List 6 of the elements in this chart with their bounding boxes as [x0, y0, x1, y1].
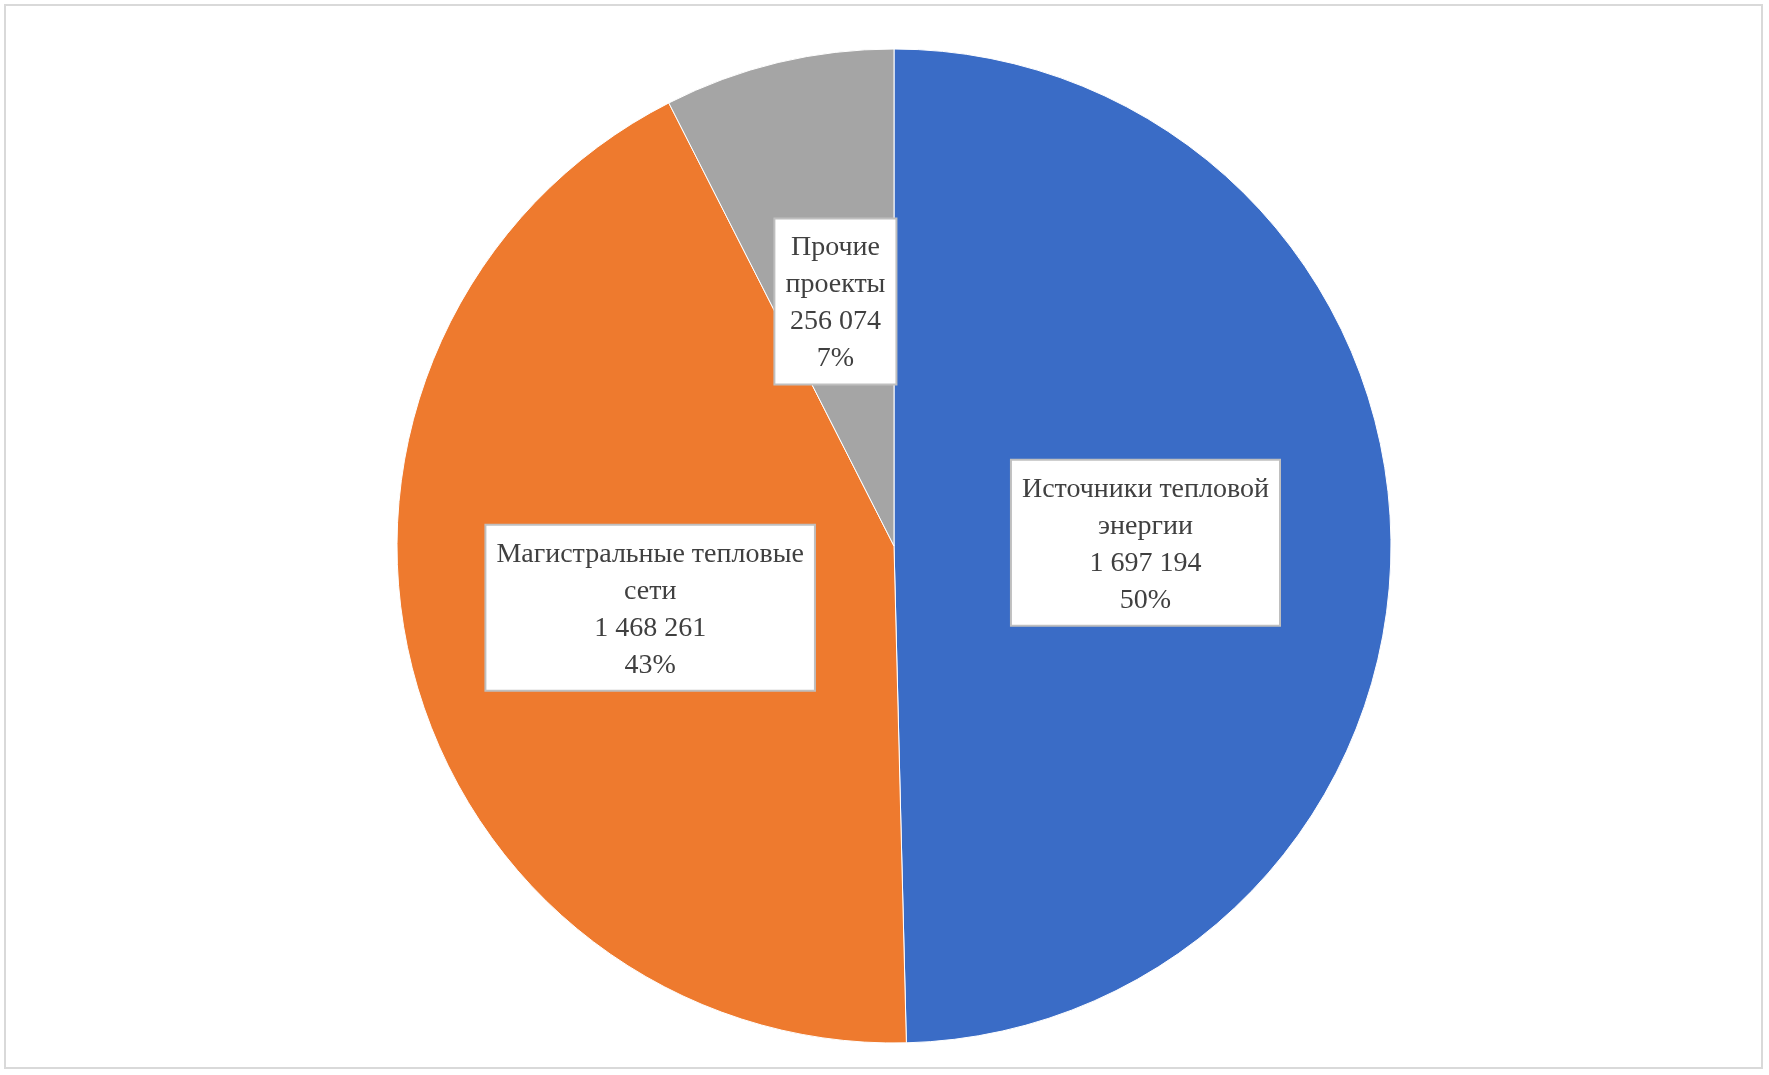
slice-label: Источники тепловой энергии	[1021, 471, 1270, 540]
slice-label: Прочие проекты	[785, 230, 886, 299]
data-label: 1 697 194 50%	[1089, 545, 1202, 614]
data-label: 1 468 261 43%	[594, 610, 707, 679]
slice-label: Магистральные тепловые сети	[496, 536, 804, 605]
data-label: 256 074 7%	[789, 304, 881, 373]
